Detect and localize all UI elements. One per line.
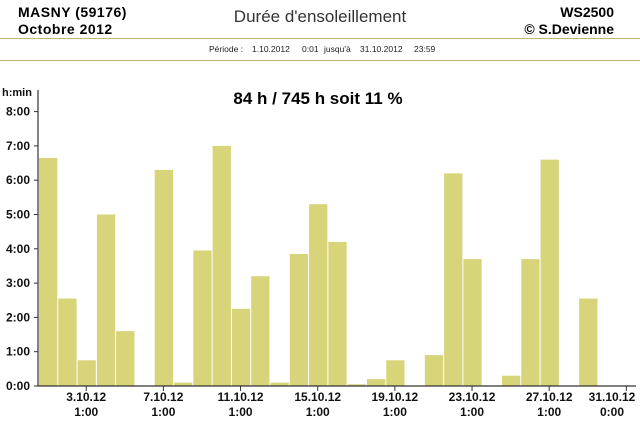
period-end: 31.10.2012: [360, 44, 403, 54]
bar-13.10: [270, 382, 289, 386]
period-label: Période :: [209, 44, 244, 54]
x-tick-date: 23.10.12: [449, 390, 496, 404]
x-tick-time: 1:00: [537, 405, 561, 419]
bar-7.10: [154, 169, 174, 386]
y-tick-label: 7:00: [6, 139, 30, 153]
y-axis-unit: h:min: [2, 87, 32, 99]
period-until: jusqu'à: [324, 44, 351, 54]
y-tick-label: 4:00: [6, 242, 30, 256]
summary-text: 84 h / 745 h soit 11 %: [233, 89, 402, 108]
x-tick-date: 7.10.12: [143, 390, 183, 404]
bar-4.10: [96, 214, 116, 386]
y-tick-label: 1:00: [6, 345, 30, 359]
bar-26.10: [521, 259, 540, 386]
bar-17.10: [347, 384, 366, 386]
y-tick-label: 0:00: [6, 379, 30, 393]
y-tick-label: 2:00: [6, 310, 30, 324]
x-tick-date: 11.10.12: [218, 390, 264, 404]
bar-8.10: [174, 382, 193, 386]
y-tick-label: 8:00: [6, 105, 30, 119]
bar-9.10: [193, 250, 212, 386]
bar-25.10: [501, 375, 521, 386]
header-rule-bottom: [0, 60, 640, 61]
header-rule-top: [0, 38, 640, 39]
period-start: 1.10.2012: [252, 44, 290, 54]
station-name: MASNY (59176): [18, 4, 127, 20]
x-tick-time: 1:00: [460, 405, 484, 419]
x-tick-time: 1:00: [383, 405, 407, 419]
bar-21.10: [424, 355, 444, 386]
bar-16.10: [328, 241, 347, 386]
bar-1.10: [39, 157, 58, 386]
copyright: © S.Devienne: [524, 21, 614, 37]
bar-19.10: [386, 360, 405, 386]
month-label: Octobre 2012: [18, 21, 113, 37]
bar-23.10: [463, 259, 482, 386]
bar-14.10: [289, 253, 309, 386]
x-tick-time: 1:00: [74, 405, 98, 419]
x-tick-date: 3.10.12: [66, 390, 106, 404]
x-tick-date: 19.10.12: [372, 390, 419, 404]
x-tick-date: 27.10.12: [526, 390, 573, 404]
bar-27.10: [540, 159, 559, 386]
x-tick-date: 15.10.12: [294, 390, 341, 404]
x-tick-time: 1:00: [151, 405, 175, 419]
bar-18.10: [366, 379, 386, 386]
bar-22.10: [444, 173, 463, 386]
x-tick-date: 31.10.12: [589, 390, 636, 404]
x-ticks-group: 3.10.121:007.10.121:0011.10.121:0015.10.…: [66, 386, 636, 419]
bar-15.10: [309, 204, 328, 386]
period-start-time: 0:01: [302, 44, 319, 54]
bar-10.10: [212, 145, 231, 386]
bar-3.10: [77, 360, 96, 386]
bar-5.10: [116, 331, 135, 386]
chart-title: Durée d'ensoleillement: [233, 7, 407, 26]
bar-2.10: [58, 298, 77, 386]
y-tick-label: 3:00: [6, 276, 30, 290]
y-tick-label: 6:00: [6, 173, 30, 187]
period-end-time: 23:59: [414, 44, 436, 54]
device-name: WS2500: [560, 4, 614, 20]
bar-11.10: [231, 308, 251, 386]
bar-29.10: [579, 298, 598, 386]
bars-group: [39, 145, 598, 386]
x-tick-time: 1:00: [229, 405, 253, 419]
x-tick-time: 1:00: [306, 405, 330, 419]
bar-12.10: [251, 276, 270, 386]
x-tick-time: 0:00: [600, 405, 624, 419]
y-ticks-group: 0:00 1:00 2:00 3:00 4:00 5:00 6:00 7:00 8:00: [6, 105, 38, 393]
y-tick-label: 5:00: [6, 208, 30, 222]
